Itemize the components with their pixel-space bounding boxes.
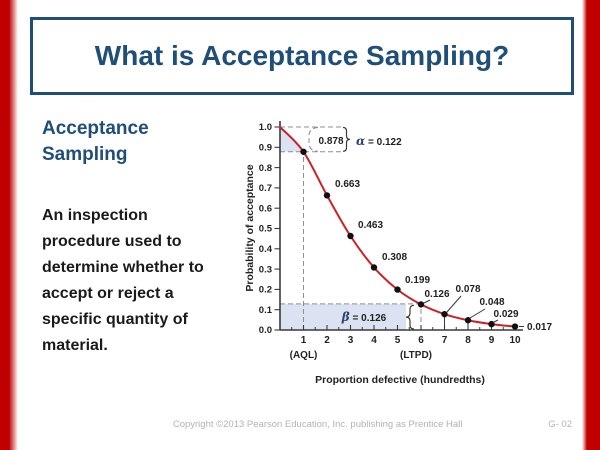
left-red-band [0, 0, 18, 450]
aql-label: (AQL) [290, 350, 318, 361]
data-point [464, 317, 472, 324]
data-point [441, 310, 448, 318]
oc-chart-area: 0.0 0.1 0.2 0.3 0.4 0.5 0.6 0.7 0.8 0.9 1.0 1 2 3 4 5 6 7… [240, 115, 590, 405]
point-value-label: 0.078 [455, 284, 480, 295]
footer-page-number: G- 02 [548, 419, 572, 430]
right-red-band [582, 0, 600, 450]
y-tick-label: 0.0 [259, 325, 272, 336]
point-value-label: 0.663 [335, 179, 360, 190]
y-tick-label: 0.6 [259, 203, 272, 214]
y-tick-label: 0.3 [259, 264, 272, 275]
slide-title: What is Acceptance Sampling? [94, 40, 510, 71]
x-tick-label: 9 [489, 335, 495, 346]
point-value-label: 0.199 [405, 275, 430, 286]
x-axis-title: Proportion defective (hundredths) [315, 374, 485, 386]
data-point [417, 301, 425, 308]
y-tick-label: 0.5 [259, 224, 273, 235]
data-point [347, 232, 354, 240]
x-tick-label: 3 [348, 335, 354, 346]
y-tick-label: 0.4 [259, 244, 273, 255]
data-point [323, 192, 331, 199]
point-value-label: 0.126 [424, 289, 449, 300]
oc-curve-chart: 0.0 0.1 0.2 0.3 0.4 0.5 0.6 0.7 0.8 0.9 1.0 1 2 3 4 5 6 7… [244, 121, 552, 386]
point-value-label: 0.017 [527, 322, 552, 333]
data-point [370, 264, 378, 271]
data-point [511, 323, 519, 330]
x-tick-label: 2 [324, 335, 330, 346]
dashed-callout-arc [308, 127, 319, 152]
alpha-annotation: α = 0.122 [356, 134, 402, 148]
beta-annotation: β = 0.126 [341, 310, 387, 324]
x-tick-label: 6 [418, 335, 424, 346]
alpha-brace [342, 126, 351, 152]
data-point [300, 148, 307, 155]
data-point [394, 286, 401, 293]
y-axis-title: Probability of acceptance [244, 164, 256, 291]
y-tick-label: 0.7 [259, 183, 272, 194]
label-leader-line [469, 308, 486, 319]
x-tick-label: 1 [301, 335, 307, 346]
label-leader-line [423, 299, 431, 304]
x-tick-label: 4 [371, 335, 377, 346]
point-value-label: 0.878 [318, 136, 343, 147]
ltpd-label: (LTPD) [400, 350, 432, 361]
panel-body: An inspection procedure used to determin… [42, 207, 204, 354]
beta-region-shade [280, 303, 406, 330]
point-value-label: 0.463 [358, 220, 383, 231]
x-tick-label: 5 [395, 335, 401, 346]
slide-footer: Copyright ©2013 Pearson Education, Inc. … [95, 419, 572, 430]
x-tick-label: 8 [465, 335, 471, 346]
y-tick-label: 0.8 [259, 163, 272, 174]
label-leader-line [492, 319, 499, 323]
title-box: What is Acceptance Sampling? [30, 17, 574, 95]
y-tick-label: 0.2 [259, 285, 272, 296]
x-tick-label: 10 [509, 335, 521, 346]
y-tick-label: 1.0 [259, 122, 272, 133]
beta-brace [405, 304, 415, 330]
definition-panel: Acceptance Sampling An inspection proced… [42, 116, 237, 359]
point-value-label: 0.029 [493, 309, 518, 320]
y-tick-label: 0.1 [259, 305, 273, 316]
footer-copyright: Copyright ©2013 Pearson Education, Inc. … [172, 419, 463, 430]
x-tick-label: 7 [442, 335, 448, 346]
point-value-label: 0.308 [382, 252, 407, 263]
panel-heading: Acceptance Sampling [42, 118, 149, 165]
point-value-label: 0.048 [479, 297, 504, 308]
label-leader-line [446, 295, 462, 313]
y-tick-label: 0.9 [259, 143, 272, 154]
